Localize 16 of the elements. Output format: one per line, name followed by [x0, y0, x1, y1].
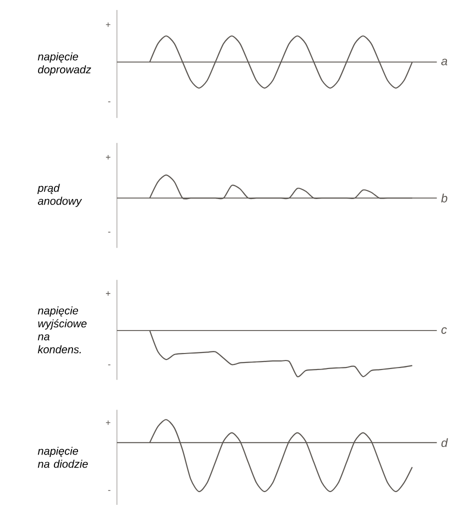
y-axis-title: napięcie wyjściowe na kondens.	[38, 306, 87, 354]
text: +	[106, 291, 110, 296]
y-axis-title: prąd anodowy	[37, 184, 82, 207]
text: -	[108, 490, 110, 491]
text: -	[108, 364, 110, 366]
text: b	[441, 194, 448, 202]
text: -	[108, 101, 110, 102]
y-axis-title: napięcie na diodzie	[38, 446, 88, 468]
text: -	[108, 232, 110, 233]
y-axis-title: napięcie doprowadz	[38, 52, 92, 76]
text: a	[441, 58, 448, 66]
text: +	[106, 420, 110, 425]
text: +	[106, 22, 110, 27]
text: c	[442, 327, 447, 334]
text: +	[106, 155, 110, 160]
text: d	[442, 438, 448, 448]
